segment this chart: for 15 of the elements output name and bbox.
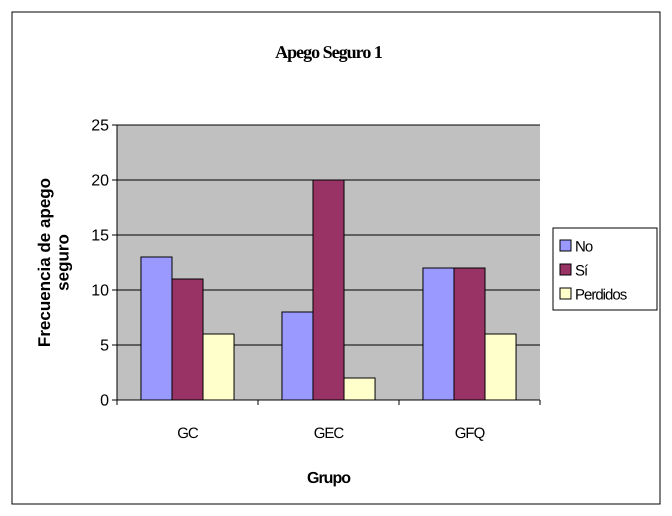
y-tick-label: 25 bbox=[91, 118, 110, 135]
legend-label: Sí bbox=[575, 262, 590, 280]
legend-label: No bbox=[575, 238, 593, 256]
x-tick-label: GEC bbox=[314, 425, 344, 442]
y-tick-label: 10 bbox=[91, 282, 110, 300]
y-tick-label: 20 bbox=[91, 172, 110, 190]
y-tick-label: 5 bbox=[100, 338, 110, 355]
y-tick-label: 0 bbox=[100, 392, 110, 410]
x-axis-title: Grupo bbox=[307, 470, 352, 487]
legend-label: Perdidos bbox=[575, 286, 627, 304]
y-tick-label: 15 bbox=[91, 228, 110, 245]
chart-title: Apego Seguro 1 bbox=[275, 42, 383, 62]
y-axis-title: Frecuencia de apego seguro bbox=[35, 178, 73, 348]
x-tick-label: GC bbox=[177, 425, 199, 442]
x-tick-label: GFQ bbox=[454, 425, 485, 442]
